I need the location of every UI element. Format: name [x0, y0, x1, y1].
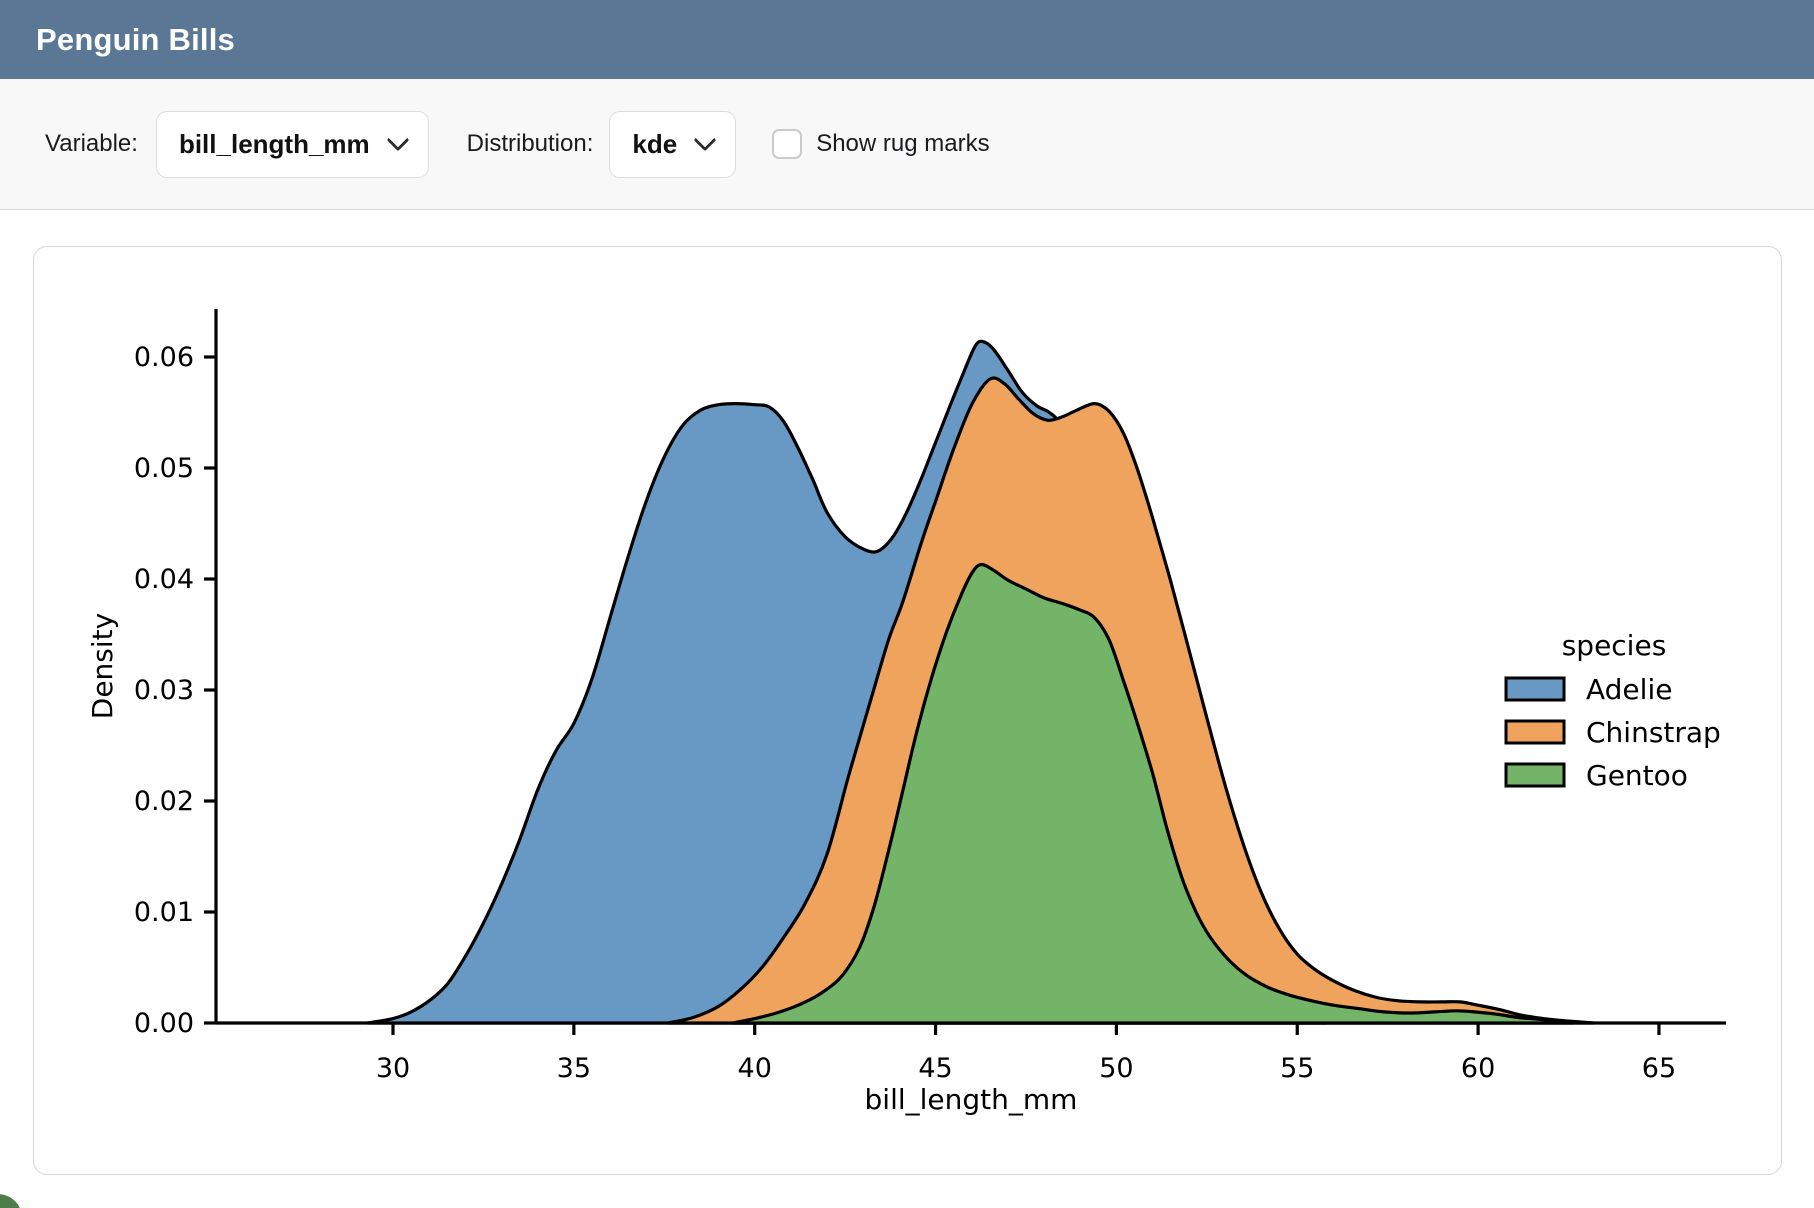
y-tick-label: 0.04: [134, 564, 194, 595]
y-tick-label: 0.05: [134, 453, 194, 484]
legend: species Adelie Chinstrap Gentoo: [1504, 629, 1721, 792]
chevron-down-icon: [693, 128, 717, 152]
legend-label: Chinstrap: [1586, 716, 1721, 749]
distribution-label: Distribution:: [466, 130, 594, 157]
legend-item-adelie: Adelie: [1504, 673, 1672, 706]
variable-select[interactable]: bill_length_mm: [155, 110, 429, 178]
x-tick-label: 40: [738, 1053, 772, 1084]
legend-label: Adelie: [1586, 673, 1672, 706]
x-axis-label: bill_length_mm: [865, 1083, 1078, 1116]
plot-card: 30 35 40 45 50 55 60 65 0.00 0.01 0.02 0.03 0.04 0.05…: [33, 246, 1782, 1175]
page-title: Penguin Bills: [36, 21, 235, 57]
y-tick-label: 0.03: [134, 675, 194, 706]
x-tick-label: 35: [557, 1053, 591, 1084]
distribution-select-value: kde: [632, 128, 678, 159]
x-tick-label: 60: [1461, 1053, 1495, 1084]
legend-label: Gentoo: [1586, 759, 1688, 792]
x-tick-label: 55: [1280, 1053, 1314, 1084]
rug-marks-checkbox[interactable]: [772, 129, 803, 159]
rug-marks-label: Show rug marks: [816, 130, 990, 157]
y-axis-label: Density: [86, 613, 119, 719]
y-tick-label: 0.02: [134, 786, 194, 817]
legend-item-gentoo: Gentoo: [1504, 759, 1688, 792]
y-tick-label: 0.01: [134, 897, 194, 928]
controls-bar: Variable: bill_length_mm Distribution: k…: [0, 79, 1814, 210]
variable-select-value: bill_length_mm: [178, 128, 370, 159]
chevron-down-icon: [386, 128, 409, 152]
variable-label: Variable:: [45, 130, 138, 157]
x-tick-label: 65: [1642, 1053, 1676, 1084]
legend-swatch: [1504, 762, 1566, 788]
distribution-select[interactable]: kde: [609, 110, 737, 178]
legend-item-chinstrap: Chinstrap: [1504, 716, 1721, 749]
app-header: Penguin Bills: [0, 0, 1814, 79]
x-tick-label: 30: [376, 1053, 410, 1084]
y-tick-label: 0.00: [134, 1008, 194, 1039]
kde-plot-svg: 30 35 40 45 50 55 60 65 0.00 0.01 0.02 0.03 0.04 0.05…: [86, 309, 1726, 1116]
legend-swatch: [1504, 719, 1566, 745]
y-tick-label: 0.06: [134, 342, 194, 373]
legend-swatch: [1504, 676, 1566, 702]
corner-button[interactable]: [0, 1194, 22, 1208]
kde-area-gentoo: [731, 562, 1574, 1025]
x-tick-label: 45: [918, 1053, 952, 1084]
legend-title: species: [1562, 629, 1667, 662]
x-tick-label: 50: [1099, 1053, 1133, 1084]
